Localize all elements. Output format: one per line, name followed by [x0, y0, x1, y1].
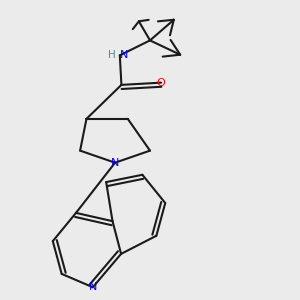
Text: N: N: [119, 50, 128, 60]
Text: N: N: [88, 282, 97, 292]
Text: H: H: [108, 50, 116, 60]
Text: O: O: [157, 78, 166, 88]
Text: N: N: [111, 158, 119, 168]
